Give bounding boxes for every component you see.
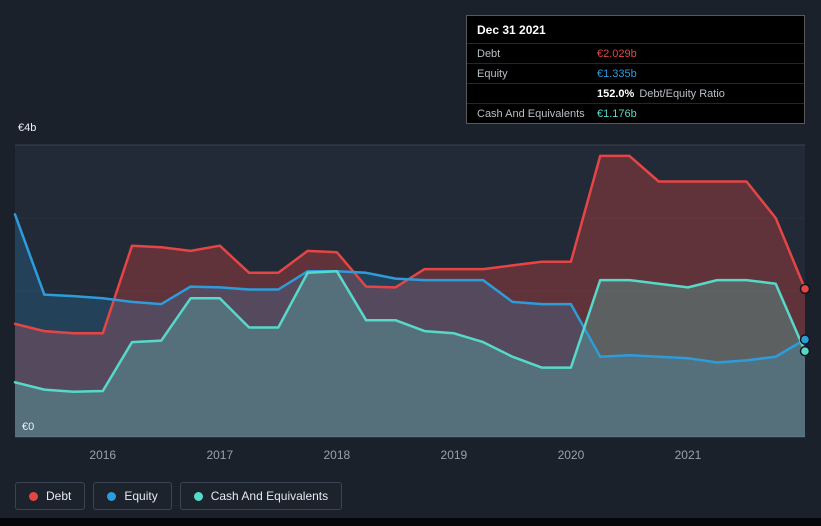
tooltip-cash-label: Cash And Equivalents (477, 107, 585, 120)
x-axis-label: 2019 (440, 448, 468, 462)
tooltip-debt-label: Debt (477, 47, 501, 60)
equity-line (13, 213, 807, 364)
tooltip-row-debt: Debt €2.029b (467, 43, 804, 63)
tooltip-date: Dec 31 2021 (477, 23, 546, 37)
equity-dot-icon (107, 491, 117, 501)
bottom-strip (0, 518, 821, 526)
tooltip-debt-value: €2.029b (597, 47, 637, 60)
ratio-label: Debt/Equity Ratio (639, 87, 725, 100)
tooltip-row-equity: Equity €1.335b (467, 63, 804, 83)
legend-item-debt[interactable]: Debt (15, 482, 86, 510)
cash-and-equivalents-endpoint-dot[interactable] (799, 345, 811, 357)
x-axis-label: 2020 (557, 448, 585, 462)
debt-endpoint-dot[interactable] (799, 283, 811, 295)
debt-dot-icon (29, 491, 38, 501)
x-axis-label: 2017 (206, 448, 234, 462)
tooltip-ratio-value: 152.0% Debt/Equity Ratio (597, 88, 794, 100)
cash-dot-icon (193, 491, 203, 501)
x-axis-label: 2018 (323, 448, 351, 462)
ratio-percent: 152.0% (597, 87, 635, 100)
legend-debt-label: Debt (46, 489, 72, 503)
tooltip-row-cash: Cash And Equivalents €1.176b (467, 103, 804, 123)
tooltip-row-ratio: 152.0% Debt/Equity Ratio (467, 83, 804, 103)
tooltip-equity-value: €1.335b (597, 67, 637, 80)
debt-area (15, 155, 805, 437)
cash-and-equivalents-line (13, 270, 807, 393)
tooltip-cash-value: €1.176b (597, 107, 637, 120)
equity-endpoint-dot[interactable] (799, 334, 811, 345)
legend-item-equity[interactable]: Equity (93, 482, 172, 510)
legend-equity-label: Equity (124, 489, 158, 503)
legend-cash-label: Cash And Equivalents (210, 489, 329, 503)
y-axis-label-top: €4b (18, 122, 37, 134)
x-axis-label: 2021 (674, 448, 702, 462)
chart-tooltip: Dec 31 2021 Debt €2.029b Equity €1.335b … (466, 15, 805, 124)
x-axis-label: 2016 (89, 448, 117, 462)
legend-item-cash[interactable]: Cash And Equivalents (179, 482, 343, 510)
y-axis-label-bottom: €0 (22, 421, 35, 433)
chart-legend: Debt Equity Cash And Equivalents (15, 482, 343, 510)
cash-and-equivalents-area (15, 271, 805, 437)
tooltip-equity-label: Equity (477, 67, 508, 80)
